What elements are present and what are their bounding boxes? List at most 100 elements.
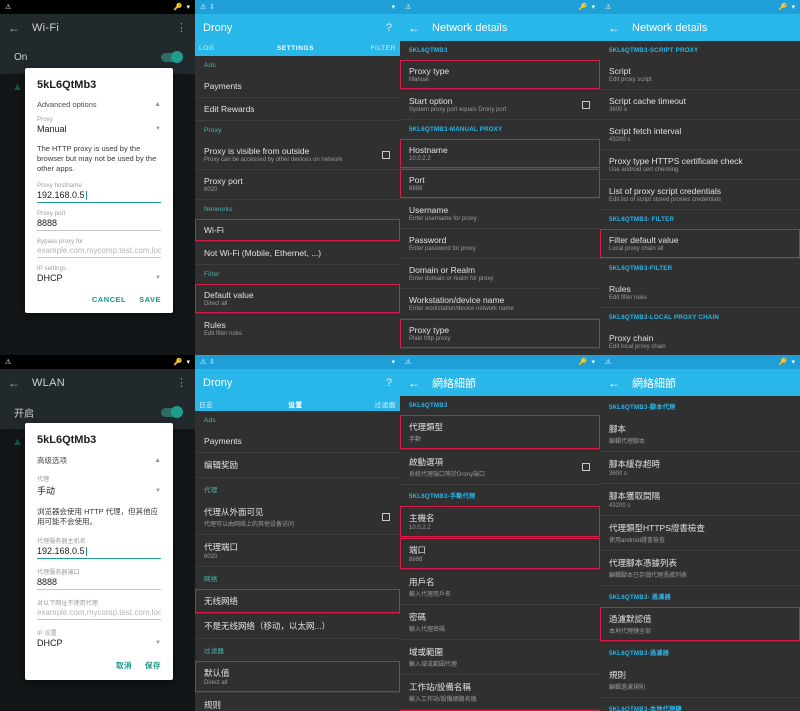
proxy-hostname-field[interactable]: Proxy hostname 192.168.0.5 [37, 183, 161, 204]
list-item[interactable]: Start option System proxy port equals Dro… [400, 90, 600, 119]
list-item[interactable]: 代理類型 手動 [400, 415, 600, 449]
tab-设置[interactable]: 设置 [288, 401, 303, 409]
ip-settings-select[interactable]: IP settings DHCP ▼ [37, 266, 161, 285]
list-item[interactable]: List of proxy script credentials Edit lis… [600, 180, 800, 209]
list-item[interactable]: 无线网络 [195, 589, 400, 613]
list-item[interactable]: 编辑奖励 [195, 453, 400, 477]
back-arrow-icon[interactable]: ← [608, 375, 620, 390]
network-details-list[interactable]: 5KL6QTMB3 Proxy type Manual Start option Sys… [400, 41, 600, 355]
back-arrow-icon[interactable]: ← [408, 20, 420, 35]
save-button[interactable]: 保存 [145, 661, 161, 671]
list-item-title: 5KL6QTMB3-MANUAL PROXY [409, 126, 503, 133]
advanced-options-toggle[interactable]: Advanced options ▲ [37, 100, 161, 109]
list-item[interactable]: 代理端口 8020 [195, 535, 400, 566]
list-item[interactable]: Script fetch interval 43200 s [600, 120, 800, 149]
list-item[interactable]: 工作站/設備名稱 輸入工作站/設備網路名稱 [400, 675, 600, 709]
list-item[interactable]: Wi-Fi [195, 219, 400, 241]
list-item[interactable]: Username Enter username for proxy [400, 199, 600, 228]
proxy-port-field[interactable]: Proxy port 8888 [37, 211, 161, 232]
list-item[interactable]: 啟動選項 系統代理端口等於Drony端口 [400, 450, 600, 484]
list-item[interactable]: Script Edit proxy script [600, 60, 800, 89]
proxy-hostname-field[interactable]: 代理服务器主机名 192.168.0.5 [37, 536, 161, 560]
wifi-toggle-switch[interactable] [161, 51, 183, 63]
network-details-list[interactable]: 5KL6QTMB3-SCRIPT PROXY Script Edit proxy s… [600, 41, 800, 355]
cancel-button[interactable]: 取消 [116, 661, 132, 671]
list-item[interactable]: 不是无线网络（移动，以太网...） [195, 614, 400, 638]
checkbox[interactable] [582, 100, 590, 109]
list-item[interactable]: Edit Rewards [195, 98, 400, 120]
list-item[interactable]: 腳本 編輯代理腳本 [600, 417, 800, 451]
settings-list[interactable]: Ads Payments 编辑奖励 代理 代理从外面可见 代理可以由网络上的其他设备访问代… [195, 411, 400, 711]
more-vert-icon[interactable]: ⋮ [176, 22, 187, 34]
cancel-button[interactable]: CANCEL [91, 295, 127, 305]
list-item[interactable]: Proxy is visible from outside Proxy can b… [195, 140, 400, 169]
tab-过滤器[interactable]: 过滤器 [374, 401, 396, 409]
proxy-port-field[interactable]: 代理服务器端口 8888 [37, 567, 161, 591]
list-item[interactable]: Payments [195, 75, 400, 97]
network-details-list[interactable]: 5KL6QTMB3 代理類型 手動 啟動選項 系統代理端口等於Drony端口 5KL6QT… [400, 396, 600, 711]
list-item-subtitle: 10.0.2.2 [409, 156, 431, 162]
help-icon[interactable]: ? [385, 21, 392, 34]
list-item[interactable]: 過濾默認值 本地代理鏈全部 [600, 607, 800, 641]
proxy-select[interactable]: 代理 手动 ▼ [37, 474, 161, 499]
list-item[interactable]: Password Enter password for proxy [400, 229, 600, 258]
list-item[interactable]: Domain or Realm Enter domain or realm for… [400, 259, 600, 288]
list-item[interactable]: 規則 編輯過濾規則 [600, 663, 800, 697]
list-item[interactable]: 主機名 10.0.2.2 [400, 506, 600, 537]
tab-log[interactable]: LOG [199, 45, 215, 52]
checkbox[interactable] [382, 150, 390, 159]
more-vert-icon[interactable]: ⋮ [176, 377, 187, 389]
wifi-toggle-switch[interactable] [161, 406, 183, 418]
bypass-proxy-field[interactable]: Bypass proxy for example.com,mycomp.test… [37, 239, 161, 259]
panel-drony-english: ⚠ ⇩ ▾ Drony ? LOG SETTINGS FILTER Ads Payme… [195, 0, 400, 355]
list-item[interactable]: Proxy chain Edit local proxy chain [600, 327, 800, 355]
list-item[interactable]: Proxy type Plain http proxy [400, 319, 600, 348]
list-item[interactable]: Rules Edit filter rules [195, 314, 400, 343]
list-item[interactable]: Proxy port 8020 [195, 170, 400, 199]
list-item[interactable]: 端口 8888 [400, 538, 600, 569]
advanced-options-toggle[interactable]: 高级选项 ▲ [37, 455, 161, 466]
list-item[interactable]: 代理腳本憑據列表 編輯腳本已存儲代理憑據列表 [600, 551, 800, 585]
checkbox[interactable] [582, 463, 590, 471]
list-item[interactable]: Not Wi-Fi (Mobile, Ethernet, ...) [195, 242, 400, 264]
tab-settings[interactable]: SETTINGS [276, 45, 315, 52]
list-item[interactable]: Rules Edit filter rules [600, 278, 800, 307]
list-item[interactable]: Port 8888 [400, 169, 600, 198]
checkbox[interactable] [382, 513, 390, 521]
list-item[interactable]: Filter default value Local proxy chain al… [600, 229, 800, 258]
list-item[interactable]: Payments [195, 430, 400, 452]
list-item-title: Proxy type [409, 66, 450, 76]
list-item-subtitle: Plain http proxy [409, 336, 451, 342]
list-item[interactable]: 默认值 Direct all [195, 661, 400, 692]
network-details-list[interactable]: 5KL6QTMB3-腳本代理 腳本 編輯代理腳本 腳本緩存超時 3600 s 腳本獲取間隔… [600, 396, 800, 711]
back-arrow-icon[interactable]: ← [8, 20, 20, 35]
list-item[interactable]: Default value Direct all [195, 284, 400, 313]
save-button[interactable]: SAVE [139, 295, 161, 305]
back-arrow-icon[interactable]: ← [8, 375, 20, 390]
tab-日志[interactable]: 日志 [199, 401, 214, 409]
list-item[interactable]: Hostname 10.0.2.2 [400, 139, 600, 168]
help-icon[interactable]: ? [385, 376, 392, 389]
divider [400, 288, 600, 289]
bypass-proxy-field[interactable]: 对以下网址不使用代理 example.com,mycomp.test.com,l… [37, 598, 161, 621]
list-item[interactable]: 代理類型HTTPS證書檢查 使用android證書檢查 [600, 516, 800, 550]
list-item[interactable]: 腳本獲取間隔 43200 s [600, 484, 800, 515]
list-item-title: Filter default value [609, 235, 679, 245]
list-item[interactable]: Proxy type Manual [400, 60, 600, 89]
ip-settings-select[interactable]: IP 设置 DHCP ▼ [37, 628, 161, 650]
tab-filter[interactable]: FILTER [370, 45, 396, 52]
list-item[interactable]: 密碼 輸入代理密碼 [400, 605, 600, 639]
back-arrow-icon[interactable]: ← [608, 20, 620, 35]
list-item[interactable]: Workstation/device name Enter workstation… [400, 289, 600, 318]
proxy-select[interactable]: Proxy Manual ▼ [37, 117, 161, 136]
list-item[interactable]: 规则编辑过滤规则 [195, 693, 400, 711]
list-item[interactable]: 代理从外面可见 代理可以由网络上的其他设备访问 [195, 500, 400, 534]
list-item[interactable]: 用戶名 輸入代理用戶名 [400, 570, 600, 604]
settings-list[interactable]: Ads Payments Edit Rewards Proxy Proxy is vis… [195, 56, 400, 355]
list-item[interactable]: 腳本緩存超時 3600 s [600, 452, 800, 483]
list-item[interactable]: Script cache timeout 3600 s [600, 90, 800, 119]
back-arrow-icon[interactable]: ← [408, 375, 420, 390]
list-item[interactable]: 域或範圍 輸入域或範圍代理 [400, 640, 600, 674]
list-item-title: Default value [204, 290, 254, 300]
